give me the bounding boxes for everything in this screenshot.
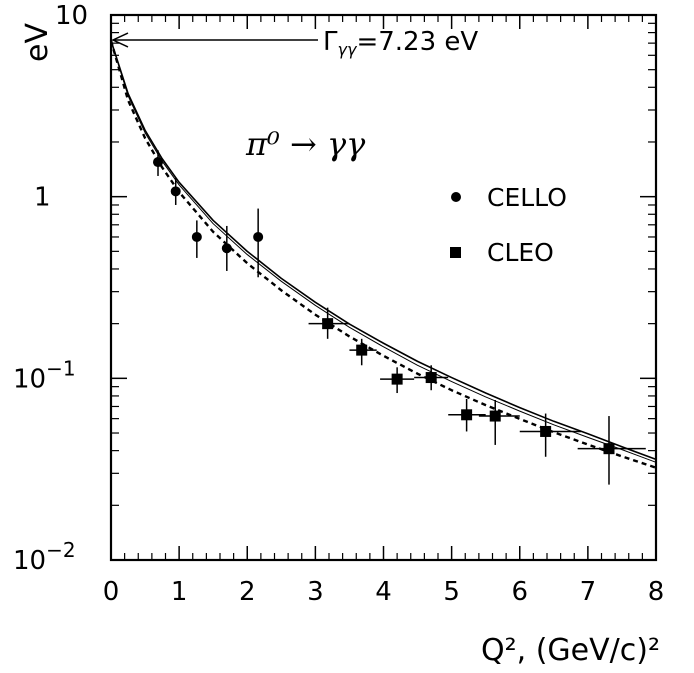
gamma-symbol: Γ bbox=[323, 27, 338, 57]
plot-frame bbox=[109, 13, 658, 562]
x-tick-label: 2 bbox=[239, 577, 256, 607]
cleo-point bbox=[461, 409, 473, 421]
x-tick-label: 1 bbox=[171, 577, 188, 607]
cleo-point bbox=[540, 425, 552, 437]
y-tick-exponent: −1 bbox=[46, 356, 75, 380]
gamma-value: =7.23 eV bbox=[356, 27, 478, 57]
cleo-point bbox=[603, 443, 615, 455]
x-tick-label: 4 bbox=[375, 577, 392, 607]
y-tick-base: 10 bbox=[13, 364, 46, 394]
legend-label-cello: CELLO bbox=[487, 183, 567, 212]
x-tick-label: 3 bbox=[307, 577, 324, 607]
x-tick-label: 6 bbox=[511, 577, 528, 607]
legend-label-cleo: CLEO bbox=[487, 238, 554, 267]
y-tick-label: 10 bbox=[55, 1, 88, 31]
model-curves bbox=[109, 40, 657, 469]
legend: CELLO CLEO bbox=[450, 183, 567, 267]
cello-point bbox=[153, 157, 164, 168]
x-tick-label: 5 bbox=[443, 577, 460, 607]
gamma-subscript: γγ bbox=[338, 40, 358, 59]
cleo-point bbox=[391, 373, 403, 385]
x-tick-label: 8 bbox=[648, 577, 665, 607]
gamma-annotation: Γγγ=7.23 eV bbox=[111, 27, 478, 59]
x-axis-title: Q², (GeV/c)² bbox=[481, 633, 660, 668]
model-curve-2 bbox=[110, 40, 657, 463]
model-curve-1 bbox=[110, 40, 657, 461]
cello-point bbox=[170, 186, 181, 197]
cleo-point bbox=[322, 318, 334, 330]
y-tick-label: 1 bbox=[34, 183, 51, 213]
cleo-point bbox=[489, 410, 501, 422]
y-tick-label: 10−1 bbox=[13, 356, 76, 394]
y-tick-label: 10−2 bbox=[13, 538, 76, 576]
cello-point bbox=[221, 243, 232, 254]
legend-marker-cello bbox=[451, 192, 461, 202]
cleo-point bbox=[356, 344, 368, 356]
x-tick-label: 7 bbox=[580, 577, 597, 607]
annotation-arrow-head bbox=[111, 32, 129, 48]
y-tick-base: 1 bbox=[34, 183, 51, 213]
process-label: π⁰ → γγ bbox=[245, 125, 366, 163]
cleo-point bbox=[425, 372, 437, 384]
data-points bbox=[153, 150, 646, 485]
y-tick-base: 10 bbox=[13, 546, 46, 576]
axis-ticks bbox=[110, 14, 657, 561]
x-tick-label: 0 bbox=[103, 577, 120, 607]
model-curve-3 bbox=[109, 40, 657, 469]
cello-point bbox=[191, 231, 202, 242]
cello-point bbox=[253, 231, 264, 242]
y-axis-title: eV bbox=[20, 23, 55, 62]
y-tick-exponent: −2 bbox=[46, 538, 75, 562]
annotation-text: Γγγ=7.23 eV bbox=[323, 27, 478, 59]
legend-marker-cleo bbox=[450, 247, 461, 258]
